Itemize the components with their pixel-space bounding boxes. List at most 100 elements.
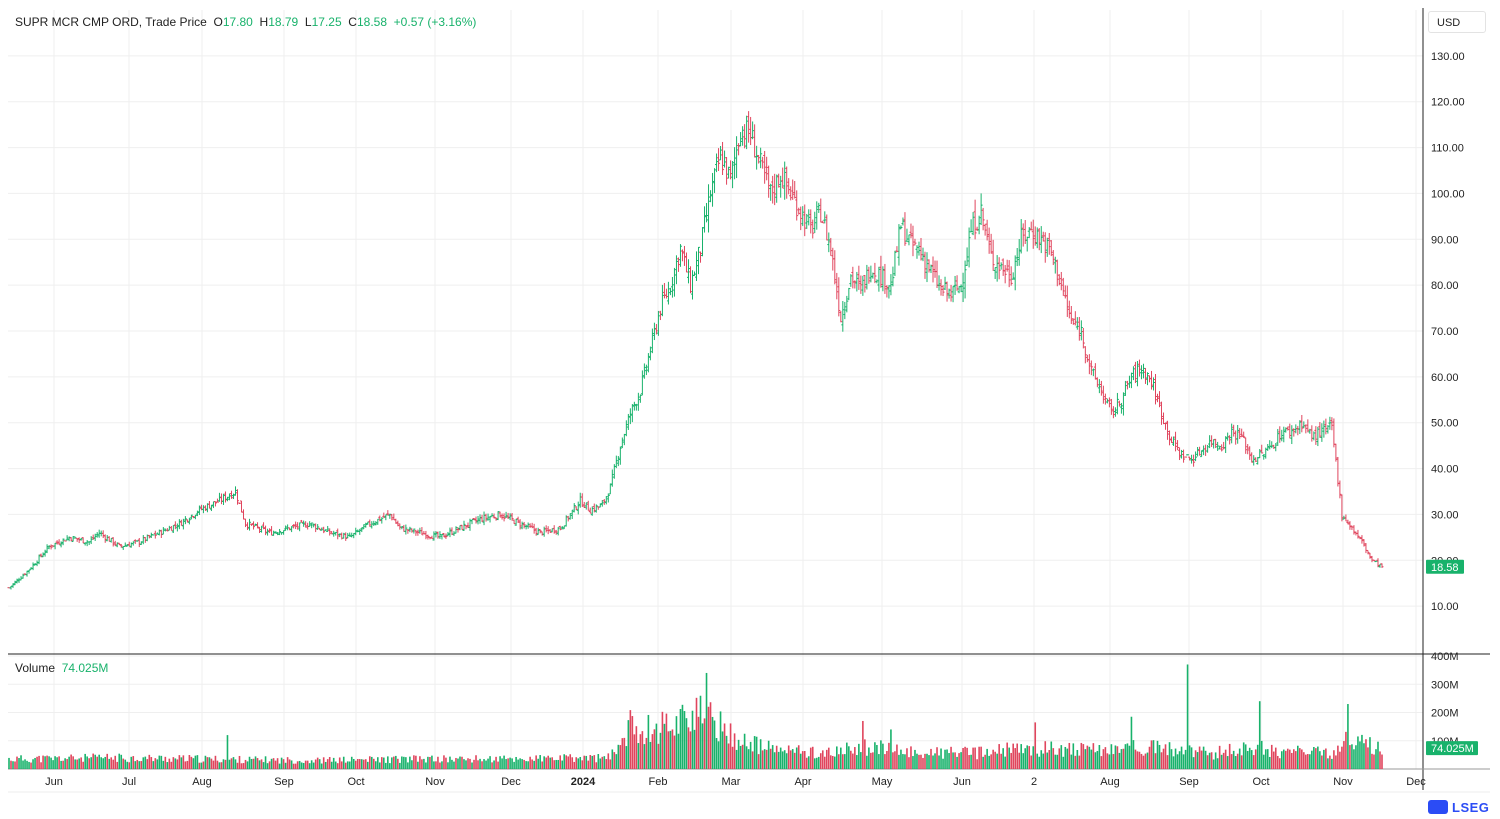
ohlc-bar — [89, 536, 93, 545]
ohlc-bar — [692, 271, 696, 277]
ohlc-bar — [626, 413, 630, 431]
volume-bar — [765, 749, 768, 769]
volume-bar — [324, 761, 327, 769]
volume-bar — [882, 743, 884, 769]
ohlc-bar — [594, 504, 598, 513]
ohlc-bar — [676, 257, 680, 272]
volume-bar — [521, 759, 523, 769]
volume-bar — [1331, 758, 1333, 769]
ohlc-bar — [177, 519, 181, 530]
volume-bar — [1008, 747, 1010, 769]
volume-bar — [1216, 758, 1219, 769]
volume-bar — [1190, 747, 1193, 769]
ohlc-bar — [1057, 274, 1061, 286]
volume-bar — [126, 761, 129, 769]
ohlc-bar — [1376, 558, 1380, 568]
ohlc-bar — [731, 160, 735, 189]
volume-bar — [338, 757, 341, 769]
volume-bar — [200, 762, 203, 769]
ohlc-bar — [384, 514, 388, 521]
volume-bar — [663, 723, 666, 769]
volume-bar — [805, 757, 808, 769]
ohlc-bar — [510, 513, 514, 521]
ohlc-bar — [1031, 219, 1035, 249]
ohlc-bar — [695, 251, 698, 282]
volume-bar — [1337, 745, 1339, 769]
ohlc-bar — [925, 252, 929, 283]
volume-bar — [858, 743, 860, 769]
ohlc-bar — [1160, 401, 1164, 425]
volume-bar — [144, 756, 147, 769]
ohlc-bar — [488, 516, 492, 523]
volume-bar — [1375, 749, 1377, 769]
volume-bar — [1140, 753, 1143, 769]
volume-bar — [1351, 744, 1353, 769]
volume-bar — [717, 741, 720, 769]
volume-bar — [1060, 745, 1063, 769]
volume-bar — [489, 756, 491, 769]
ohlc-bar — [582, 501, 586, 508]
ohlc-bar — [845, 295, 849, 313]
volume-bar — [761, 750, 764, 769]
volume-bar — [262, 762, 265, 769]
ohlc-bar — [1374, 560, 1378, 563]
volume-bar — [996, 753, 998, 769]
ohlc-bar — [1101, 385, 1105, 404]
ohlc-bar — [1298, 420, 1302, 434]
volume-bar — [741, 744, 744, 769]
volume-bar — [1094, 752, 1097, 769]
ohlc-bar — [81, 537, 85, 544]
ohlc-bar — [923, 251, 927, 279]
volume-bar — [1036, 753, 1039, 769]
volume-bar — [108, 758, 111, 769]
volume-bar — [246, 761, 249, 769]
volume-bar — [158, 755, 161, 769]
volume-bar — [918, 754, 920, 769]
volume-bar — [122, 758, 125, 769]
volume-bar — [569, 754, 572, 769]
volume-bar — [336, 763, 339, 769]
volume-bar — [1076, 749, 1079, 769]
ohlc-bar — [498, 511, 502, 518]
volume-bar — [715, 738, 718, 769]
volume-bar — [850, 750, 852, 769]
volume-bar — [216, 760, 219, 769]
volume-bar — [890, 729, 892, 769]
ohlc-bar — [811, 219, 815, 239]
ohlc-bar — [189, 514, 193, 520]
volume-bar — [12, 761, 14, 769]
volume-bar — [998, 744, 1000, 769]
volume-bar — [673, 735, 676, 769]
ohlc-bar — [502, 513, 506, 522]
ohlc-bar — [368, 519, 372, 527]
volume-bar — [968, 755, 970, 769]
ohlc-bar — [1085, 354, 1089, 363]
ohlc-bar — [935, 260, 939, 288]
ohlc-bar — [1274, 443, 1278, 452]
last-price-label: 18.58 — [1431, 562, 1459, 574]
volume-bar — [1096, 750, 1099, 769]
ohlc-bar — [1037, 228, 1041, 251]
ohlc-bar — [113, 540, 117, 547]
ohlc-bar — [723, 150, 727, 168]
volume-bar — [1369, 737, 1371, 769]
volume-bar — [547, 755, 549, 769]
volume-bar — [318, 759, 321, 769]
ohlc-bar — [302, 520, 306, 527]
volume-bar — [827, 747, 830, 769]
low-label: L — [304, 15, 312, 29]
volume-bar — [565, 755, 568, 769]
ohlc-bar — [362, 524, 366, 530]
volume-bar — [862, 720, 864, 769]
ohlc-bar — [849, 274, 853, 287]
currency-selector[interactable]: USD — [1428, 11, 1486, 33]
volume-bar — [661, 711, 664, 769]
volume-bar — [1018, 752, 1021, 769]
volume-bar — [1080, 742, 1083, 769]
ohlc-bar — [1111, 406, 1115, 419]
volume-bar — [368, 756, 371, 769]
volume-bar — [607, 753, 610, 769]
volume-bar — [1122, 748, 1125, 769]
ohlc-bar — [235, 489, 239, 505]
ohlc-bar — [101, 530, 105, 539]
